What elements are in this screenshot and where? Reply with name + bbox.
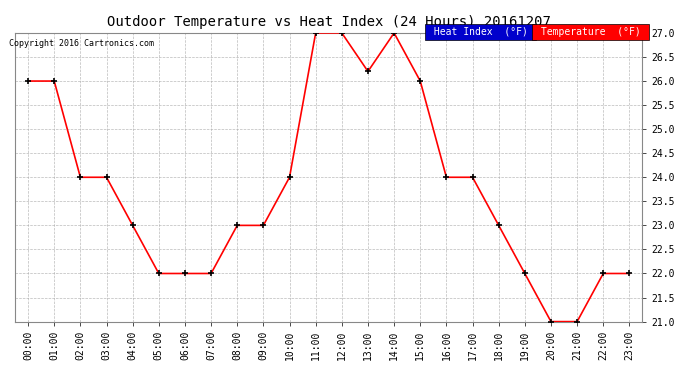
Title: Outdoor Temperature vs Heat Index (24 Hours) 20161207: Outdoor Temperature vs Heat Index (24 Ho… <box>107 15 551 29</box>
Text: Copyright 2016 Cartronics.com: Copyright 2016 Cartronics.com <box>9 39 154 48</box>
Text: Heat Index  (°F): Heat Index (°F) <box>428 27 533 37</box>
Text: Temperature  (°F): Temperature (°F) <box>535 27 647 37</box>
